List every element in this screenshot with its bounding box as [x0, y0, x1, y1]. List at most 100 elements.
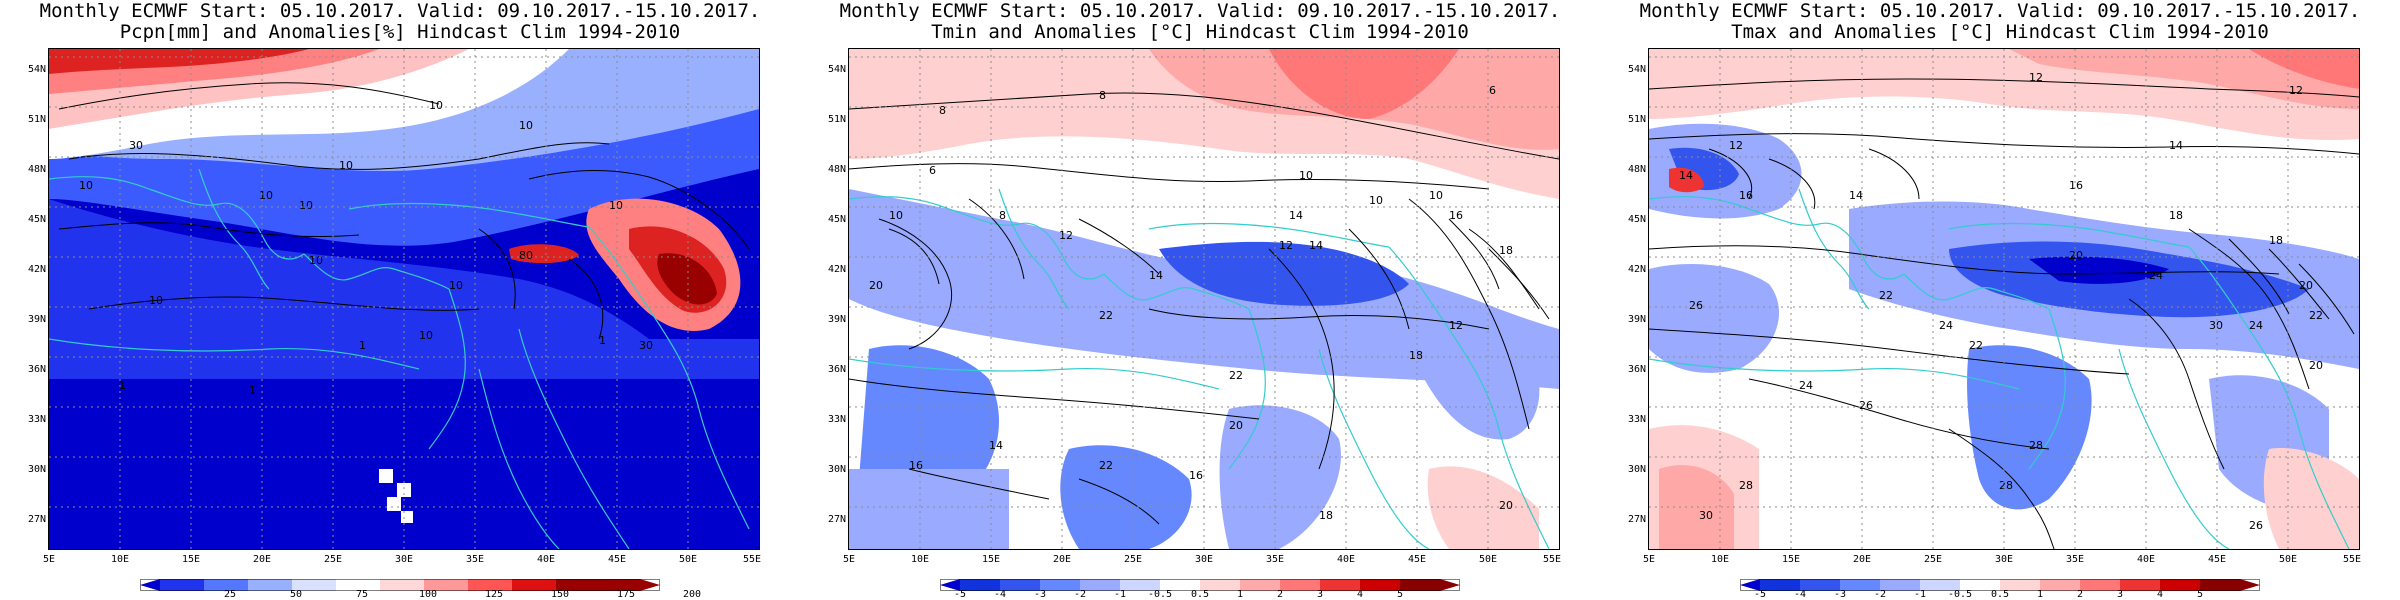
contour-label: 8 — [939, 104, 946, 117]
contour-label: 80 — [519, 249, 533, 262]
cb-seg — [1240, 579, 1280, 591]
lat-label: 54N — [827, 64, 846, 75]
contour-label: 18 — [2169, 209, 2183, 222]
contour-label: 18 — [1499, 244, 1513, 257]
contour-label: 30 — [129, 139, 143, 152]
lon-label: 45E — [2207, 554, 2227, 565]
contour-label: 28 — [1739, 479, 1753, 492]
cb-seg — [1880, 579, 1920, 591]
contour-label: 10 — [1429, 189, 1443, 202]
contour-label: 6 — [929, 164, 936, 177]
contour-label: 10 — [889, 209, 903, 222]
contour-labels: 10 10 10 10 10 10 10 30 10 80 10 10 10 1… — [79, 99, 653, 397]
contour-labels: 12 12 14 12 14 16 14 16 18 18 20 22 24 2… — [1679, 71, 2323, 532]
colorbar-label: -3 — [1033, 589, 1047, 600]
contour-label: 12 — [2289, 84, 2303, 97]
contour-label: 24 — [2249, 319, 2263, 332]
cb-seg — [2080, 579, 2120, 591]
cb-seg — [1400, 579, 1440, 591]
lon-label: 50E — [678, 554, 698, 565]
colorbar-label: 0.5 — [1990, 589, 2010, 600]
lon-label: 25E — [323, 554, 343, 565]
contour-label: 12 — [2029, 71, 2043, 84]
panel-title-line2: Tmin and Anomalies [°C] Hindcast Clim 19… — [931, 21, 1469, 43]
lon-label: 40E — [536, 554, 556, 565]
contour-label: 16 — [1189, 469, 1203, 482]
contour-label: 6 — [1489, 84, 1496, 97]
coastlines — [1649, 188, 2350, 549]
colorbar-label: -3 — [1833, 589, 1847, 600]
cb-seg — [1320, 579, 1360, 591]
lat-label: 45N — [1627, 214, 1646, 225]
coastlines — [849, 188, 1550, 549]
cb-seg — [940, 579, 960, 591]
lon-label: 15E — [981, 554, 1001, 565]
colorbar-label: -1 — [1113, 589, 1127, 600]
lon-label: 35E — [2065, 554, 2085, 565]
grid-lines — [849, 49, 1559, 549]
lat-label: 45N — [27, 214, 46, 225]
lat-label: 27N — [1627, 514, 1646, 525]
precip-panel: Monthly ECMWF Start: 05.10.2017. Valid: … — [0, 0, 800, 600]
lon-label: 30E — [1994, 554, 2014, 565]
cb-seg — [424, 579, 468, 591]
cb-seg — [2000, 579, 2040, 591]
panel-title-line1: Monthly ECMWF Start: 05.10.2017. Valid: … — [1639, 0, 2361, 22]
cb-seg — [380, 579, 424, 591]
cb-seg — [1760, 579, 1800, 591]
contour-label: 22 — [2309, 309, 2323, 322]
cb-seg — [640, 579, 660, 591]
contour-label: 10 — [299, 199, 313, 212]
contour-label: 18 — [2269, 234, 2283, 247]
contour-label: 10 — [449, 279, 463, 292]
contour-label: 14 — [1289, 209, 1303, 222]
contour-label: 30 — [1699, 509, 1713, 522]
contour-label: 26 — [1689, 299, 1703, 312]
contour-label: 10 — [609, 199, 623, 212]
contours — [58, 82, 750, 340]
lat-label: 33N — [827, 414, 846, 425]
precip-map: 10 10 10 10 10 10 10 30 10 80 10 10 10 1… — [48, 48, 760, 550]
tmin-colorbar — [940, 576, 1460, 591]
lon-label: 30E — [394, 554, 414, 565]
lat-label: 54N — [27, 64, 46, 75]
colorbar-label: -5 — [953, 589, 967, 600]
cb-seg — [292, 579, 336, 591]
contour-label: 1 — [249, 384, 256, 397]
colorbar-label: 1 — [1236, 589, 1244, 600]
contour-label: 16 — [1739, 189, 1753, 202]
contour-label: 28 — [2029, 439, 2043, 452]
lon-label: 45E — [1407, 554, 1427, 565]
lat-label: 30N — [827, 464, 846, 475]
colorbar-label: -1 — [1913, 589, 1927, 600]
colorbar-label: 175 — [616, 589, 636, 600]
lat-label: 30N — [1627, 464, 1646, 475]
contour-label: 8 — [999, 209, 1006, 222]
tmax-map: 12 12 14 12 14 16 14 16 18 18 20 22 24 2… — [1648, 48, 2360, 550]
cb-seg — [512, 579, 556, 591]
cb-seg — [248, 579, 292, 591]
lat-label: 36N — [827, 364, 846, 375]
contour-label: 18 — [1319, 509, 1333, 522]
lat-label: 39N — [1627, 314, 1646, 325]
lat-label: 39N — [27, 314, 46, 325]
cb-seg — [556, 579, 640, 591]
cb-seg — [2040, 579, 2080, 591]
colorbar-label: 0.5 — [1190, 589, 1210, 600]
colorbar-label: -4 — [1793, 589, 1807, 600]
colorbar-label: 5 — [2196, 589, 2204, 600]
panel-title-line1: Monthly ECMWF Start: 05.10.2017. Valid: … — [39, 0, 761, 22]
lon-label: 5E — [1642, 554, 1656, 565]
contour-label: 1 — [599, 334, 606, 347]
colorbar-label: -2 — [1073, 589, 1087, 600]
cb-seg — [160, 579, 204, 591]
cb-seg — [2200, 579, 2240, 591]
contour-label: 10 — [149, 294, 163, 307]
cb-seg — [1920, 579, 1960, 591]
contour-label: 12 — [1729, 139, 1743, 152]
contour-label: 28 — [1999, 479, 2013, 492]
cb-seg — [2240, 579, 2260, 591]
lat-label: 48N — [1627, 164, 1646, 175]
contour-label: 10 — [1369, 194, 1383, 207]
contour-label: 10 — [259, 189, 273, 202]
